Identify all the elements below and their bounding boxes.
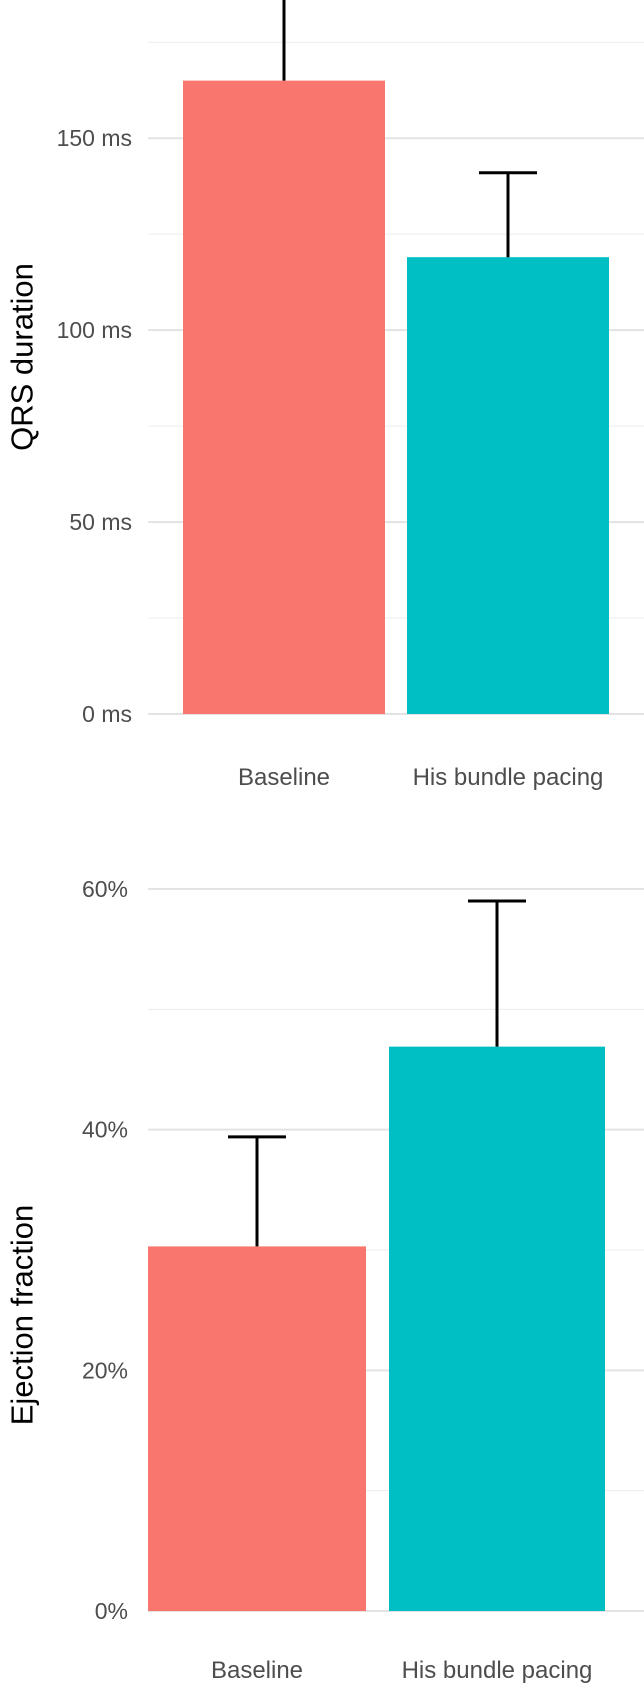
ef-y-tick-label: 40% [82,1117,128,1143]
qrs-y-tick-label: 0 ms [82,701,132,727]
ef-y-tick-label: 0% [95,1598,128,1624]
qrs-y-tick-label: 50 ms [69,509,132,535]
ef-y-axis-title: Ejection fraction [5,1205,40,1426]
qrs-chart-svg: 0 ms 50 ms 100 ms 150 ms Baseline His bundle … [5,0,644,791]
qrs-y-tick-label: 150 ms [57,125,132,151]
qrs-bar-baseline [183,80,385,714]
ef-x-category-label: Baseline [211,1657,303,1684]
ef-bar-baseline [148,1246,366,1611]
ef-x-category-label: His bundle pacing [402,1657,593,1684]
ejection-fraction-chart: 0% 20% 40% 60% Baseline His bundle pacing Ejec… [0,840,644,1692]
qrs-y-tick-label: 100 ms [57,317,132,343]
ejection-fraction-chart-svg: 0% 20% 40% 60% Baseline His bundle pacing Ejec… [5,876,644,1684]
qrs-x-category-label: His bundle pacing [413,764,604,791]
qrs-x-category-label: Baseline [238,764,330,791]
qrs-chart: 0 ms 50 ms 100 ms 150 ms Baseline His bundle … [0,0,644,810]
ef-y-tick-label: 60% [82,876,128,902]
ef-bar-his-bundle-pacing [389,1046,605,1611]
qrs-bar-his-bundle-pacing [407,257,609,714]
qrs-y-axis-title: QRS duration [5,263,40,451]
ef-y-tick-label: 20% [82,1357,128,1383]
